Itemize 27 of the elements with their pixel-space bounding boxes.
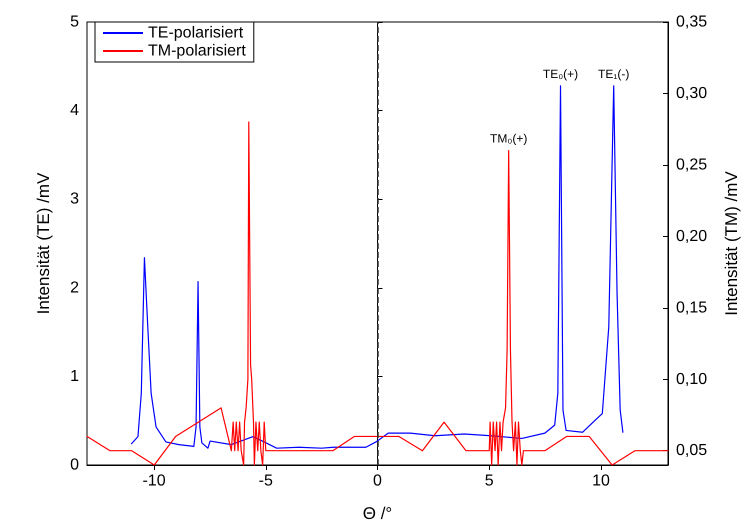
y2-tick-label: 0,30 — [676, 84, 708, 102]
x-tick-label: -5 — [258, 472, 273, 490]
annotation: TE₀(+) — [542, 66, 578, 81]
y2-tick-label: 0,20 — [676, 228, 708, 245]
y-tick-label: 1 — [70, 368, 80, 385]
y2-tick-label: 0,35 — [676, 14, 708, 30]
y-tick-label: 5 — [70, 14, 80, 30]
x-tick-label: -10 — [142, 472, 166, 490]
y-tick-label: 2 — [70, 279, 80, 296]
y-axis-title: Intensität (TE) /mV — [34, 172, 53, 314]
annotation: TE₁(-) — [598, 66, 630, 81]
x-axis-title: Θ /° — [362, 504, 392, 523]
x-tick-label: 0 — [373, 472, 382, 490]
y2-tick-label: 0,15 — [676, 299, 708, 316]
x-tick-label: 10 — [592, 472, 610, 490]
line-series — [130, 85, 624, 449]
y-tick-label: 4 — [70, 102, 80, 120]
y2-tick-label: 0,10 — [676, 370, 708, 388]
y2-tick-label: 0,25 — [676, 156, 708, 174]
y-tick-label: 3 — [70, 190, 80, 208]
x-tick-label: 5 — [484, 472, 494, 490]
y-tick-label: 0 — [70, 456, 80, 474]
annotation: TM₀(+) — [490, 131, 528, 146]
legend-label: TE-polarisiert — [148, 24, 244, 42]
y2-axis-title: Intensität (TM) /mV — [722, 170, 741, 316]
legend-label: TM-polarisiert — [148, 42, 246, 60]
y2-tick-label: 0,05 — [676, 442, 708, 460]
